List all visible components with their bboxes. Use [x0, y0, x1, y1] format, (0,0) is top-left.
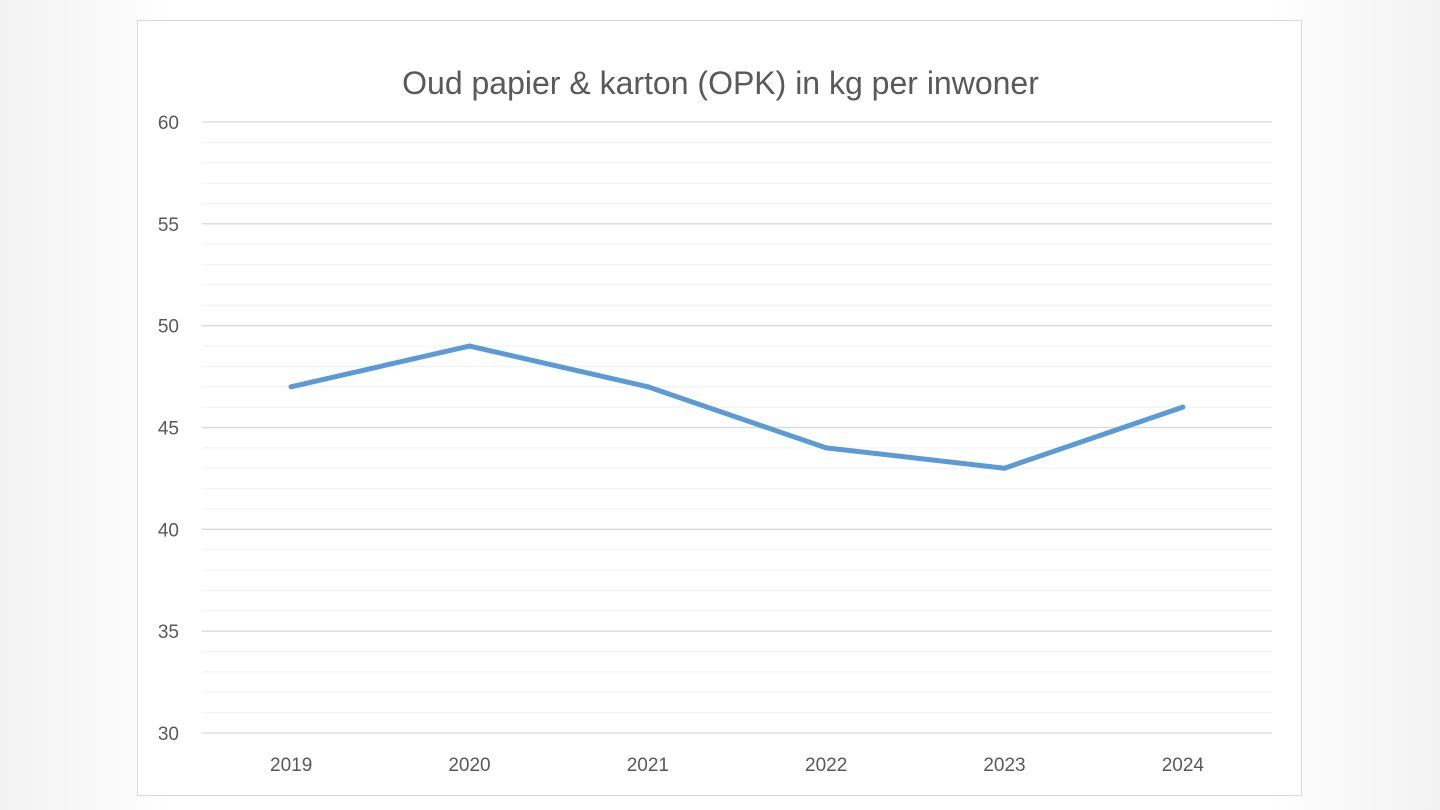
data-point: [645, 384, 651, 390]
chart-container: Oud papier & karton (OPK) in kg per inwo…: [137, 20, 1302, 796]
y-tick-label: 45: [158, 419, 179, 440]
x-tick-label: 2020: [448, 755, 490, 776]
x-tick-label: 2022: [805, 755, 847, 776]
line-chart: 30 35 40 45 50 55 60 2019 2020 2021 2022 2023 2024: [158, 113, 1272, 776]
y-tick-label: 50: [158, 317, 179, 338]
y-tick-label: 60: [158, 113, 179, 134]
y-tick-label: 35: [158, 622, 179, 643]
y-tick-label: 55: [158, 215, 179, 236]
data-point: [467, 343, 472, 349]
y-tick-label: 40: [158, 520, 179, 541]
y-tick-label: 30: [158, 724, 179, 745]
data-point: [823, 445, 829, 451]
x-tick-label: 2024: [1162, 755, 1205, 776]
x-tick-label: 2019: [270, 755, 312, 776]
x-tick-label: 2021: [627, 755, 669, 776]
x-tick-label: 2023: [983, 755, 1025, 776]
data-point: [288, 384, 294, 390]
data-point: [1002, 465, 1007, 471]
chart-title: Oud papier & karton (OPK) in kg per inwo…: [402, 65, 1039, 101]
series-line: [288, 343, 1186, 471]
data-point: [1180, 404, 1186, 410]
